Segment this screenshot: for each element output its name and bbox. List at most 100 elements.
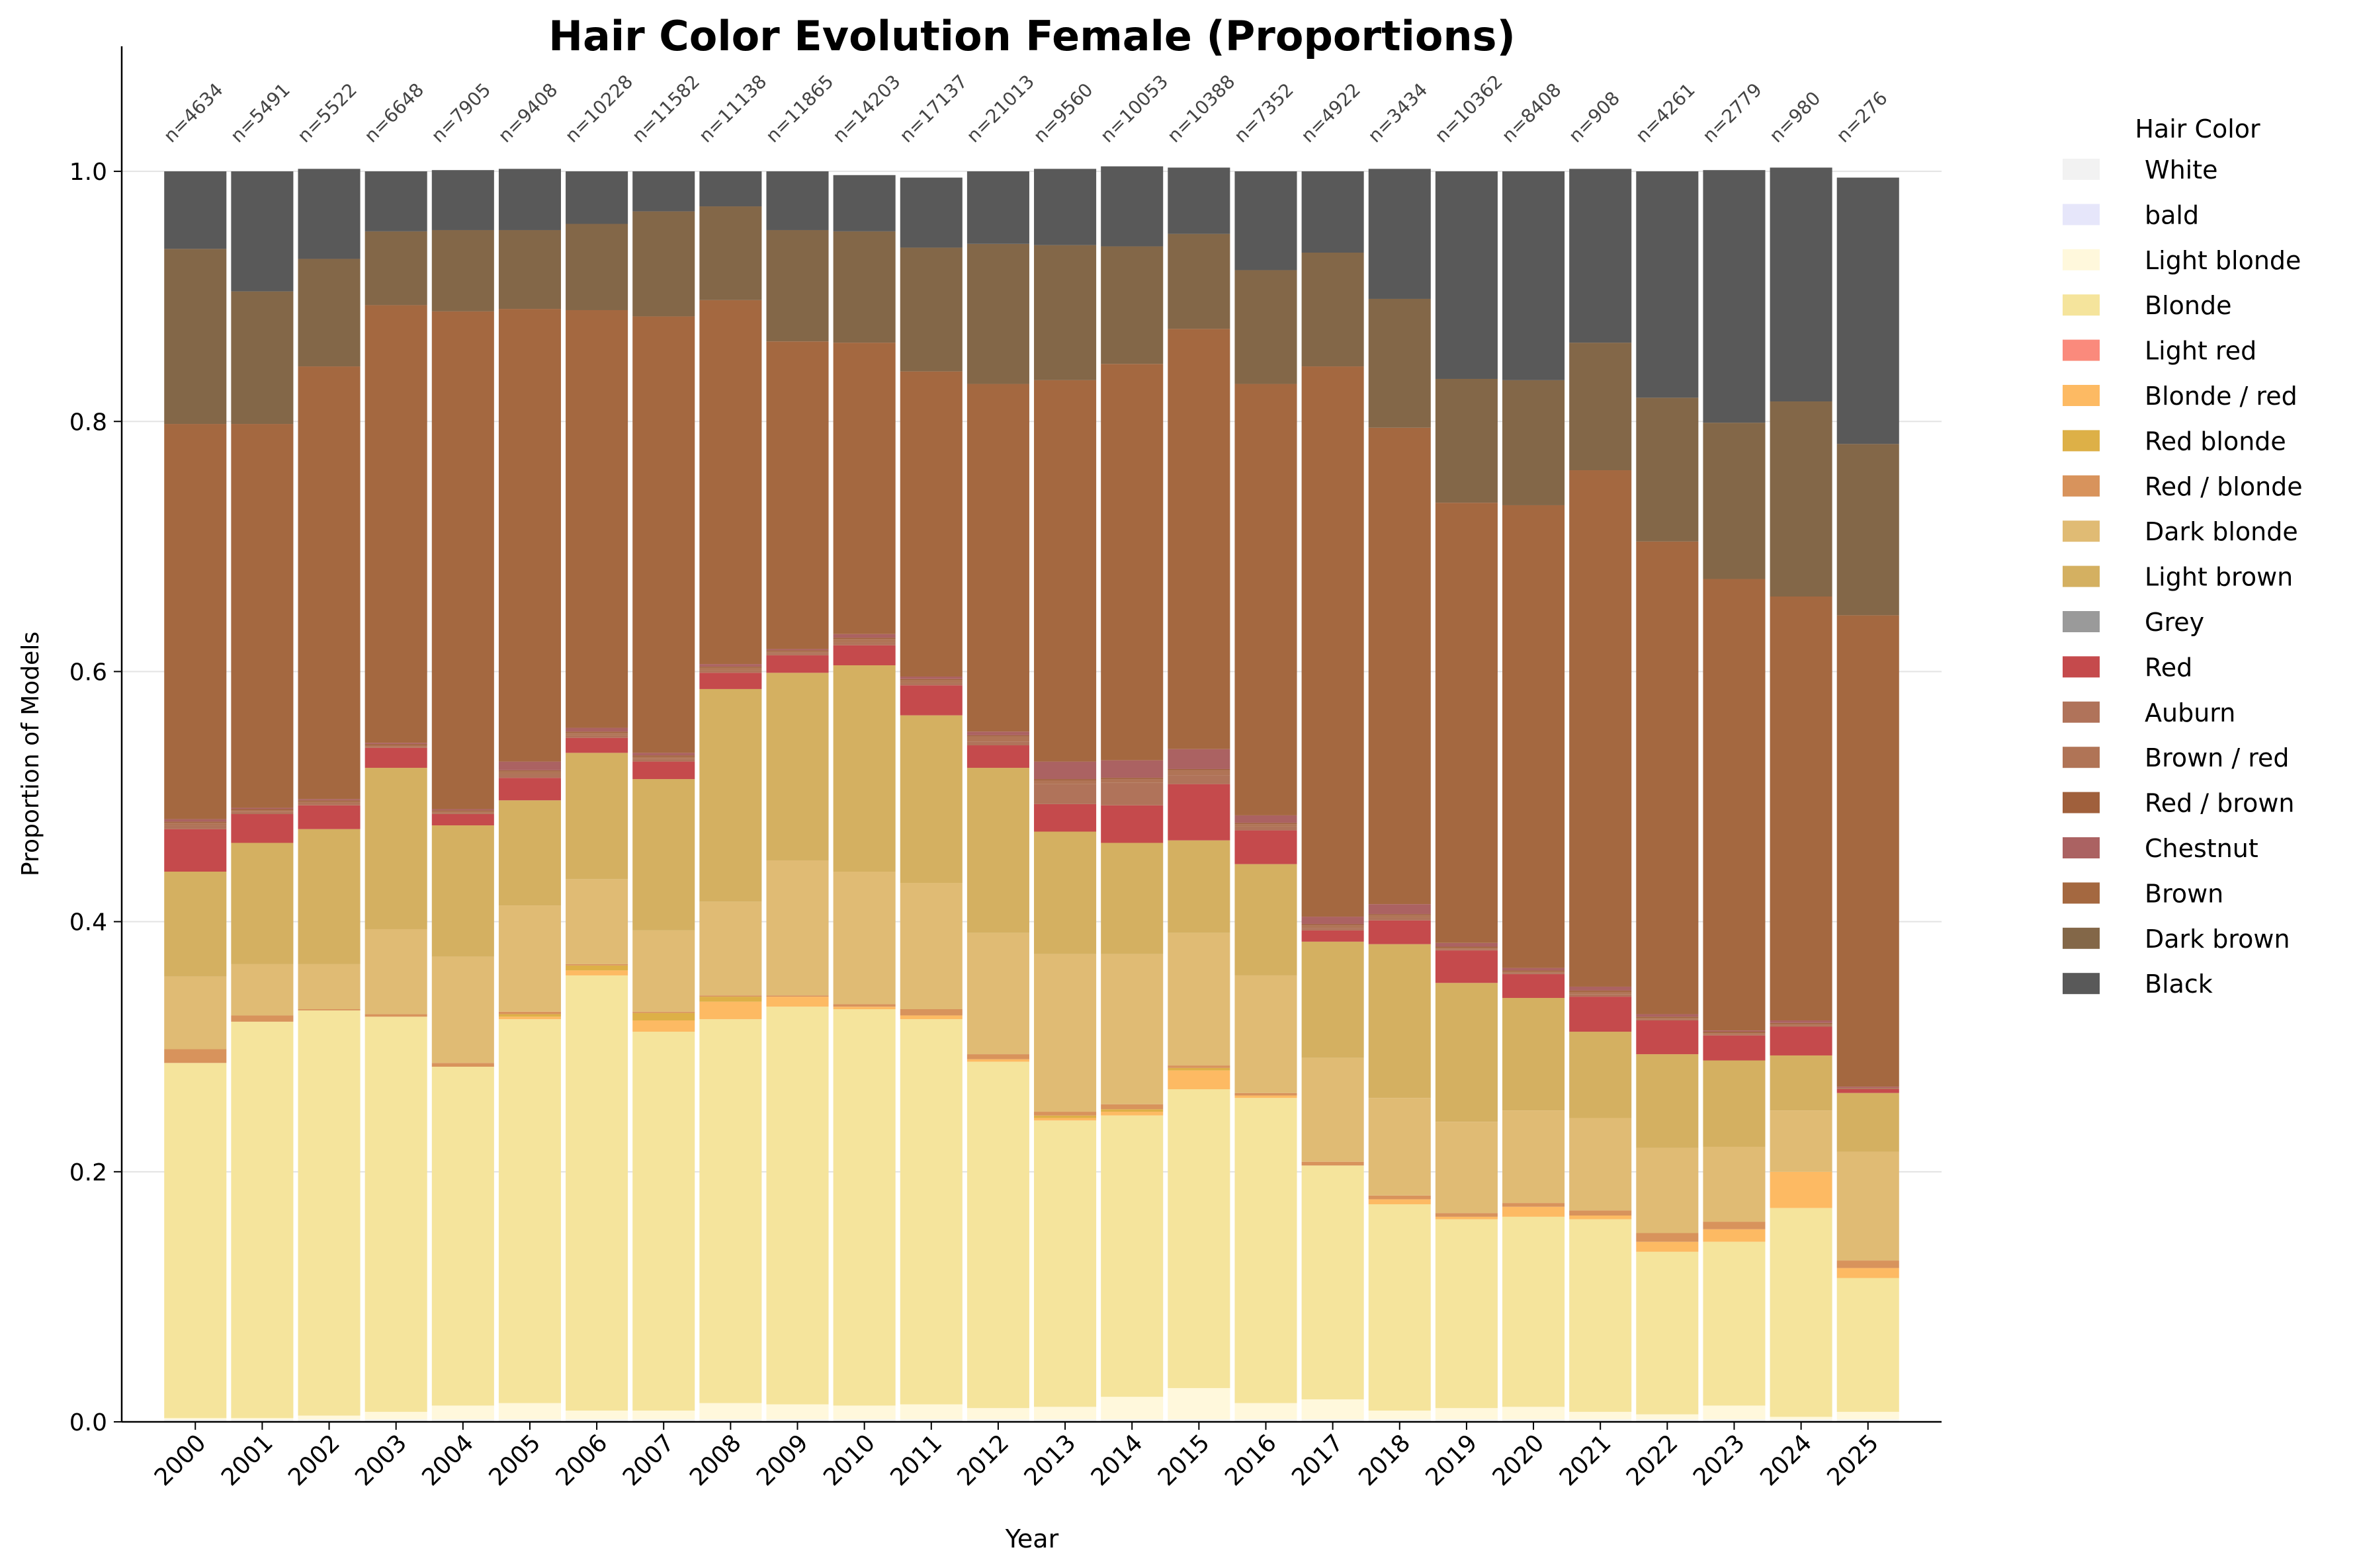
bar-segment [833, 231, 896, 343]
y-tick-label: 0.8 [69, 409, 107, 436]
bar-segment [900, 1015, 963, 1020]
legend-swatch [2063, 837, 2100, 858]
legend-label: Chestnut [2145, 834, 2258, 863]
bar-segment [1703, 1034, 1766, 1036]
bar-segment [1502, 1206, 1565, 1217]
bar-segment [1168, 775, 1230, 784]
bar-segment [1234, 1098, 1297, 1403]
bar-segment [699, 995, 762, 997]
bar-segment [699, 667, 762, 671]
bar-segment [1836, 1260, 1899, 1268]
bar-segment [1234, 1093, 1297, 1096]
count-label: n=3434 [1363, 79, 1432, 147]
x-tick-label: 2004 [417, 1429, 479, 1491]
legend-swatch [2063, 656, 2100, 678]
bar-segment [833, 1419, 896, 1422]
count-label: n=8408 [1498, 79, 1566, 147]
bar-segment [699, 171, 762, 207]
bar-segment [1636, 541, 1699, 1014]
bar-segment [1770, 1110, 1832, 1172]
x-tick-label: 2011 [885, 1429, 947, 1491]
bar-segment [1101, 1397, 1164, 1420]
legend-swatch [2063, 747, 2100, 768]
bar-segment [1636, 397, 1699, 542]
bar-segment [164, 821, 227, 823]
count-label: n=11865 [761, 71, 837, 147]
bar-segment [1101, 805, 1164, 843]
bar-segment [431, 825, 494, 957]
bar-segment [1168, 1067, 1230, 1071]
bar-segment [1301, 1419, 1364, 1422]
bar-segment [1569, 1032, 1632, 1118]
bar-segment [1368, 427, 1431, 905]
bar-segment [1234, 864, 1297, 975]
bar-segment [298, 802, 361, 803]
legend-swatch [2063, 927, 2100, 949]
bar-segment [1168, 1387, 1230, 1420]
bar-segment [1301, 1165, 1364, 1399]
x-tick-label: 2018 [1353, 1429, 1416, 1491]
bar-segment [900, 177, 963, 248]
bar-segment [1836, 1151, 1899, 1261]
bar-segment [766, 673, 829, 860]
count-label: n=4634 [159, 79, 228, 147]
bar-segment [1569, 994, 1632, 997]
bar-segment [431, 1063, 494, 1067]
bar-segment [431, 170, 494, 230]
bar-segment [1636, 1414, 1699, 1420]
bar-segment [1034, 761, 1097, 780]
count-label: n=2779 [1698, 79, 1766, 147]
bar-segment [365, 305, 427, 743]
bar-segment [498, 905, 561, 1012]
bar-segment [1168, 233, 1230, 329]
bar-segment [966, 932, 1029, 1055]
bar-segment [498, 1419, 561, 1422]
bar-segment [566, 731, 628, 733]
bar-segment [231, 807, 294, 809]
bar-segment [1101, 1112, 1164, 1116]
x-tick-label: 2023 [1688, 1429, 1750, 1491]
count-label: n=6648 [360, 79, 428, 147]
bar-segment [766, 655, 829, 673]
x-tick-label: 2016 [1220, 1429, 1282, 1491]
bar-segment [1502, 997, 1565, 1111]
bar-segment [1435, 1419, 1498, 1422]
bar-segment [1168, 1089, 1230, 1388]
bar-segment [1502, 171, 1565, 380]
bar-segment [231, 814, 294, 843]
bar-segment [1368, 944, 1431, 1098]
legend-swatch [2063, 611, 2100, 632]
bar-segment [632, 316, 695, 753]
bar-segment [833, 1009, 896, 1406]
bar-segment [498, 1011, 561, 1014]
bar-segment [1703, 1060, 1766, 1147]
bar-segment [1301, 1399, 1364, 1420]
bar-segment [1836, 1089, 1899, 1093]
bar-segment [498, 1403, 561, 1420]
bar-segment [1435, 946, 1498, 948]
bar-segment [1435, 950, 1498, 983]
legend-swatch [2063, 882, 2100, 904]
x-tick-label: 2025 [1822, 1429, 1884, 1491]
legend-swatch [2063, 475, 2100, 497]
bar-segment [1836, 1278, 1899, 1412]
bar-segment [966, 243, 1029, 384]
bar-segment [566, 964, 628, 966]
bar-segment [431, 956, 494, 1063]
bar-segment [900, 1419, 963, 1422]
bar-segment [632, 171, 695, 212]
count-label: n=908 [1565, 87, 1624, 147]
bar-segment [1034, 784, 1097, 804]
bar-segment [1301, 253, 1364, 367]
bar-segment [1101, 782, 1164, 805]
bar-segment [164, 1063, 227, 1419]
bar-segment [900, 677, 963, 679]
bar-segment [1101, 1109, 1164, 1112]
bar-segment [699, 673, 762, 689]
bar-segment [1502, 1216, 1565, 1407]
bar-segment [231, 811, 294, 815]
bar-segment [298, 803, 361, 805]
bar-segment [365, 1411, 427, 1420]
legend-label: Dark brown [2145, 925, 2290, 954]
